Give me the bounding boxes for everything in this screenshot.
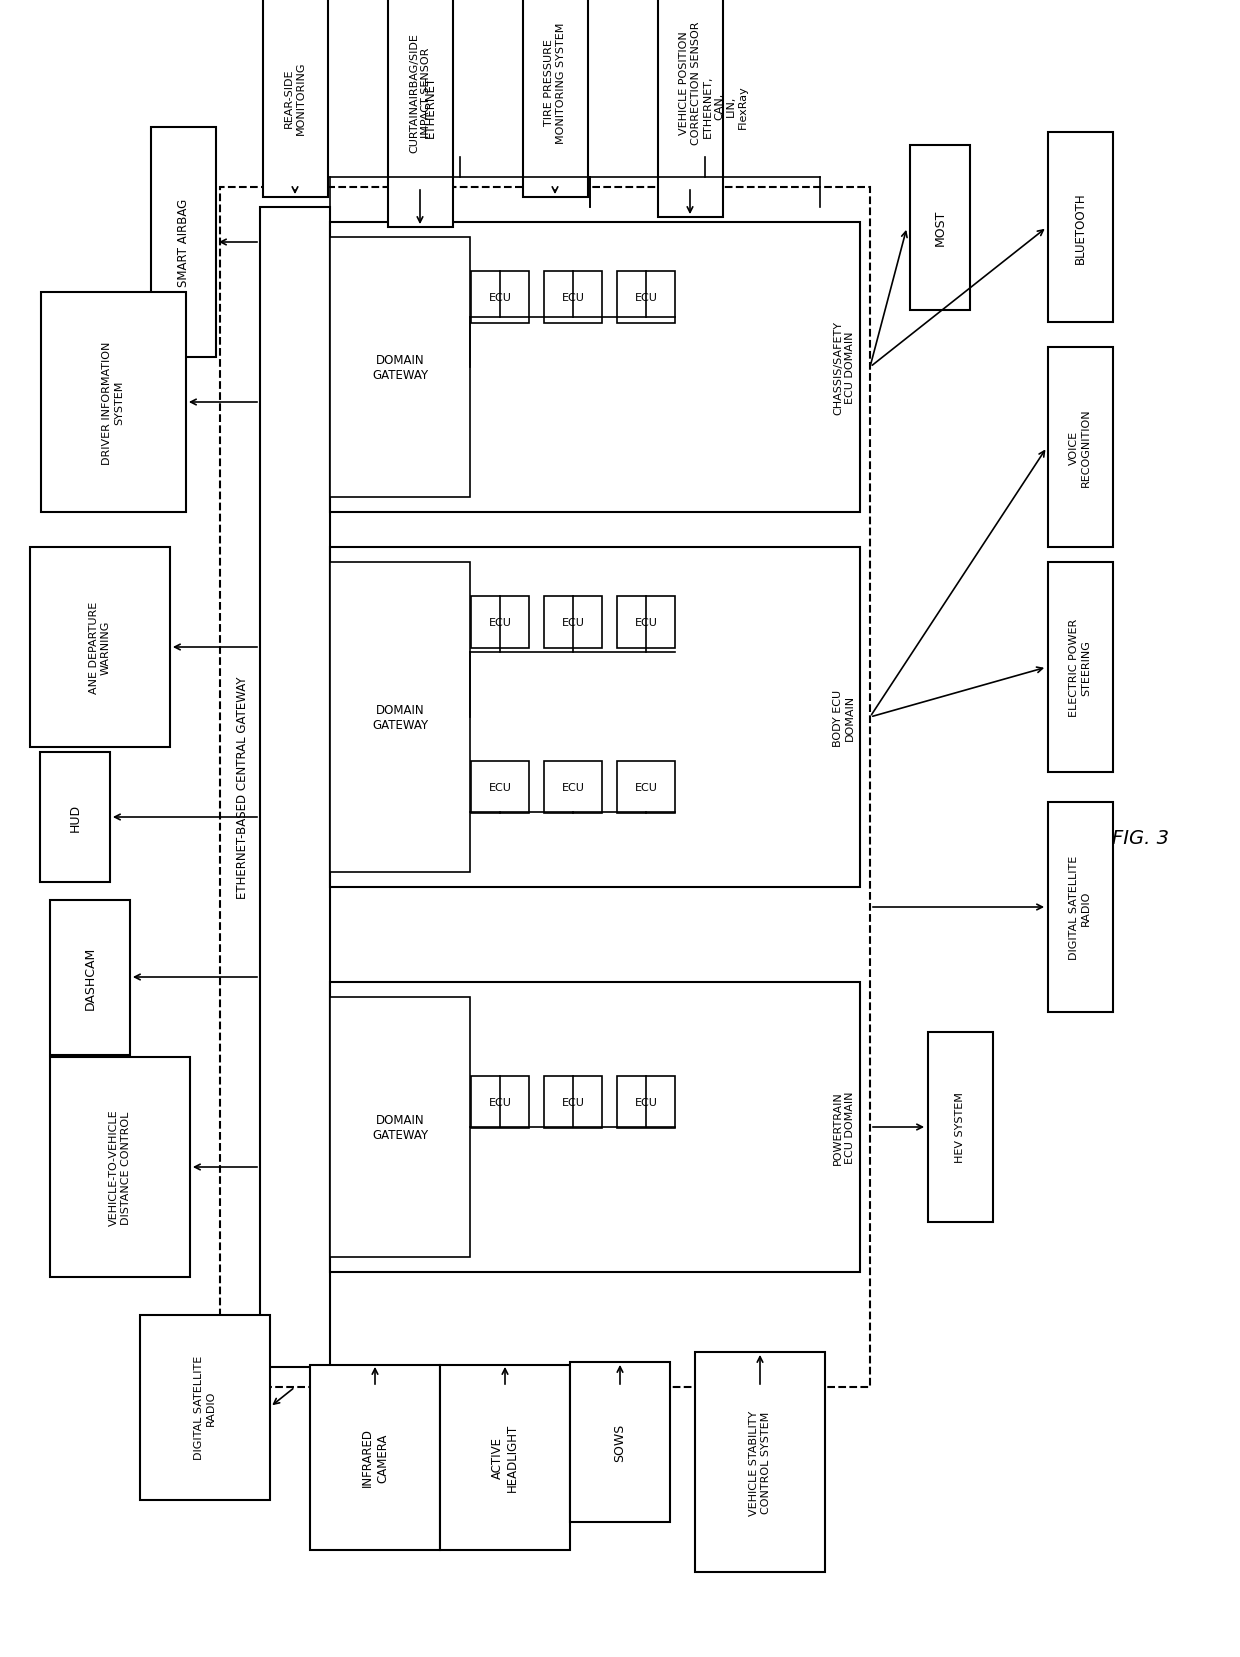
Text: INFRARED
CAMERA: INFRARED CAMERA	[361, 1428, 389, 1486]
Text: VOICE
RECOGNITION: VOICE RECOGNITION	[1069, 408, 1091, 487]
Bar	[330, 239, 470, 497]
Bar	[1048, 563, 1112, 772]
Bar	[50, 1057, 190, 1278]
Text: CHASSIS/SAFETY
ECU DOMAIN: CHASSIS/SAFETY ECU DOMAIN	[833, 321, 854, 414]
Text: ACTIVE
HEADLIGHT: ACTIVE HEADLIGHT	[491, 1423, 520, 1491]
Bar	[330, 983, 861, 1273]
Text: DASHCAM: DASHCAM	[83, 946, 97, 1009]
Bar	[544, 762, 601, 814]
Bar	[150, 128, 216, 358]
Bar	[471, 762, 529, 814]
Text: VEHICLE STABILITY
CONTROL SYSTEM: VEHICLE STABILITY CONTROL SYSTEM	[749, 1410, 771, 1514]
Text: VEHICLE-TO-VEHICLE
DISTANCE CONTROL: VEHICLE-TO-VEHICLE DISTANCE CONTROL	[109, 1109, 130, 1226]
Text: VEHICLE POSITION
CORRECTION SENSOR: VEHICLE POSITION CORRECTION SENSOR	[680, 22, 701, 144]
Bar	[330, 998, 470, 1258]
Bar	[330, 548, 861, 888]
Bar	[618, 597, 675, 648]
Bar	[330, 563, 470, 873]
Text: ETHERNET: ETHERNET	[424, 76, 436, 138]
Text: DIGITAL SATELLITE
RADIO: DIGITAL SATELLITE RADIO	[1069, 855, 1091, 959]
Text: ECU: ECU	[489, 782, 511, 792]
Bar	[40, 752, 110, 883]
Bar	[694, 1352, 825, 1572]
Bar	[618, 272, 675, 323]
Bar	[50, 900, 130, 1056]
Bar	[330, 222, 861, 512]
Text: DOMAIN
GATEWAY: DOMAIN GATEWAY	[372, 704, 428, 731]
Text: SMART AIRBAG: SMART AIRBAG	[176, 199, 190, 287]
Bar	[522, 0, 588, 197]
Bar	[1048, 348, 1112, 548]
Bar	[928, 1032, 992, 1223]
Text: BODY ECU
DOMAIN: BODY ECU DOMAIN	[833, 689, 854, 746]
Bar	[310, 1365, 440, 1549]
Text: HEV SYSTEM: HEV SYSTEM	[955, 1092, 965, 1163]
Bar	[219, 187, 870, 1387]
Bar	[618, 762, 675, 814]
Text: ECU: ECU	[562, 618, 584, 628]
Bar	[30, 548, 170, 747]
Bar	[41, 293, 186, 512]
Text: HUD: HUD	[68, 804, 82, 832]
Text: ELECTRIC POWER
STEERING: ELECTRIC POWER STEERING	[1069, 618, 1091, 717]
Text: DIGITAL SATELLITE
RADIO: DIGITAL SATELLITE RADIO	[195, 1355, 216, 1460]
Text: DRIVER INFORMATION
SYSTEM: DRIVER INFORMATION SYSTEM	[102, 341, 124, 464]
Text: ECU: ECU	[635, 782, 657, 792]
Text: MOST: MOST	[934, 210, 946, 245]
Text: ECU: ECU	[562, 782, 584, 792]
Bar	[471, 272, 529, 323]
Bar	[910, 146, 970, 310]
Text: REAR-SIDE
MONITORING: REAR-SIDE MONITORING	[284, 61, 306, 134]
Text: POWERTRAIN
ECU DOMAIN: POWERTRAIN ECU DOMAIN	[833, 1090, 854, 1165]
Text: ETHERNET-BASED CENTRAL GATEWAY: ETHERNET-BASED CENTRAL GATEWAY	[236, 676, 248, 898]
Bar	[1048, 802, 1112, 1012]
Bar	[140, 1314, 270, 1500]
Text: ECU: ECU	[489, 1097, 511, 1107]
Bar	[388, 0, 453, 229]
Text: ECU: ECU	[489, 618, 511, 628]
Text: ECU: ECU	[562, 293, 584, 303]
Text: SOWS: SOWS	[614, 1423, 626, 1461]
Bar	[1048, 133, 1112, 323]
Bar	[544, 597, 601, 648]
Text: ECU: ECU	[635, 618, 657, 628]
Text: FIG. 3: FIG. 3	[1111, 828, 1168, 847]
Text: ECU: ECU	[635, 1097, 657, 1107]
Bar	[570, 1362, 670, 1523]
Bar	[440, 1365, 570, 1549]
Bar	[260, 207, 330, 1367]
Text: TIRE PRESSURE
MONITORING SYSTEM: TIRE PRESSURE MONITORING SYSTEM	[544, 22, 565, 144]
Text: ECU: ECU	[562, 1097, 584, 1107]
Bar	[263, 0, 327, 197]
Text: CURTAINAIRBAG/SIDE
IMPACT SENSOR: CURTAINAIRBAG/SIDE IMPACT SENSOR	[409, 33, 430, 152]
Text: BLUETOOTH: BLUETOOTH	[1074, 192, 1086, 263]
Bar	[471, 1077, 529, 1128]
Bar	[471, 597, 529, 648]
Text: ANE DEPARTURE
WARNING: ANE DEPARTURE WARNING	[89, 601, 110, 694]
Bar	[544, 272, 601, 323]
Text: DOMAIN
GATEWAY: DOMAIN GATEWAY	[372, 1114, 428, 1142]
Bar	[657, 0, 723, 217]
Text: ECU: ECU	[489, 293, 511, 303]
Text: ECU: ECU	[635, 293, 657, 303]
Bar	[618, 1077, 675, 1128]
Bar	[544, 1077, 601, 1128]
Text: DOMAIN
GATEWAY: DOMAIN GATEWAY	[372, 355, 428, 381]
Text: ETHERNET,
CAN,
LIN,
FlexRay: ETHERNET, CAN, LIN, FlexRay	[703, 76, 748, 138]
